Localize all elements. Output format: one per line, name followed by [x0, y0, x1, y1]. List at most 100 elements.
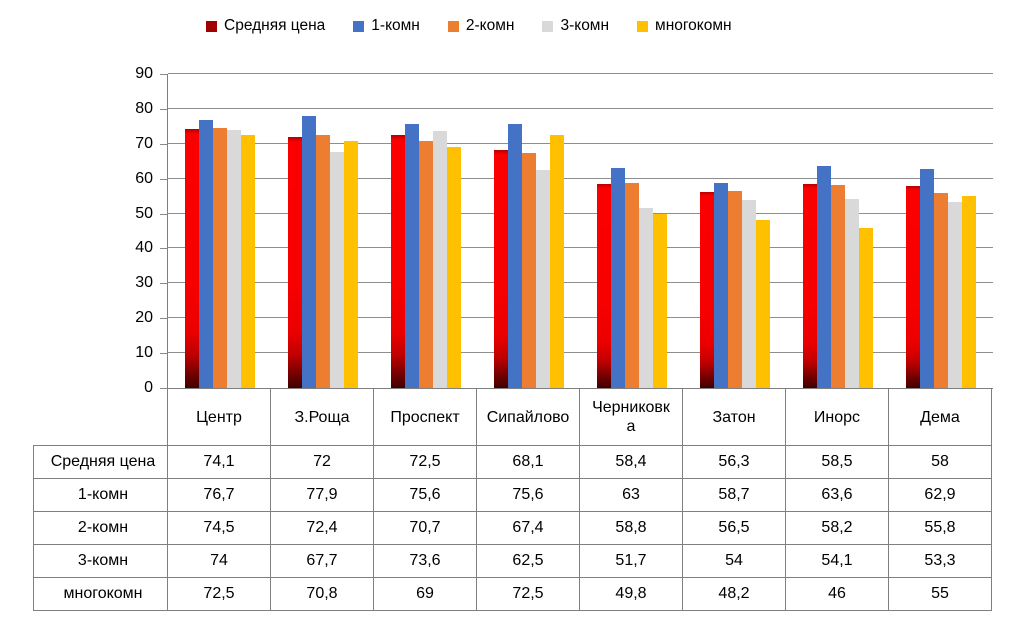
- legend-label: 1-комн: [371, 17, 420, 34]
- legend-label: многокомн: [655, 17, 732, 34]
- value-cell: 49,8: [579, 577, 683, 611]
- table-row: Средняя цена 74,1 72 72,5 68,1 58,4 56,3 58,5 58: [33, 445, 992, 479]
- bar: [404, 124, 419, 388]
- y-axis-tick-mark: [160, 388, 167, 389]
- value-cell: 75,6: [476, 478, 580, 512]
- table-row: 1-комн 76,7 77,9 75,6 75,6 63 58,7 63,6 62,9: [33, 478, 992, 512]
- y-axis-tick-mark: [160, 318, 167, 320]
- value-cell: 72,4: [270, 511, 374, 545]
- bar: [639, 208, 654, 388]
- value-cell: 67,7: [270, 544, 374, 578]
- gridline: [168, 213, 993, 214]
- bar-group: [477, 74, 580, 388]
- y-axis-label: 40: [135, 239, 153, 257]
- row-header-cell: 3-комн: [33, 544, 168, 578]
- value-cell: 69: [373, 577, 477, 611]
- table-corner-cell: [33, 389, 168, 446]
- value-cell: 63: [579, 478, 683, 512]
- gridline: [168, 73, 993, 74]
- bar: [549, 135, 564, 388]
- bar-group: [890, 74, 993, 388]
- value-cell: 46: [785, 577, 889, 611]
- y-axis-tick-mark: [160, 353, 167, 355]
- bar: [817, 166, 832, 388]
- legend-item: Средняя цена: [206, 15, 325, 37]
- value-cell: 58,2: [785, 511, 889, 545]
- bar: [906, 186, 921, 388]
- column-header-cell: Центр: [167, 389, 271, 446]
- bar: [329, 152, 344, 388]
- table-row: 3-комн 74 67,7 73,6 62,5 51,7 54 54,1 53,3: [33, 544, 992, 578]
- bar: [831, 185, 846, 388]
- bar: [212, 128, 227, 388]
- value-cell: 68,1: [476, 445, 580, 479]
- value-cell: 54,1: [785, 544, 889, 578]
- y-axis: 90 80 70 60 50 40 30 20 10 0: [0, 0, 153, 621]
- y-axis-label: 50: [135, 204, 153, 222]
- value-cell: 74,5: [167, 511, 271, 545]
- legend-item: 1-комн: [353, 15, 420, 37]
- column-header-cell: З.Роща: [270, 389, 374, 446]
- column-header-cell: Сипайлово: [476, 389, 580, 446]
- gridline: [168, 178, 993, 179]
- column-header-cell: Дема: [888, 389, 992, 446]
- value-cell: 55,8: [888, 511, 992, 545]
- bar: [962, 196, 977, 388]
- bar: [700, 192, 715, 388]
- y-axis-label: 10: [135, 344, 153, 362]
- column-header-cell: Черниковка: [579, 389, 683, 446]
- bar-series-area: [168, 74, 993, 388]
- value-cell: 72,5: [476, 577, 580, 611]
- bar: [301, 116, 316, 388]
- value-cell: 75,6: [373, 478, 477, 512]
- value-cell: 73,6: [373, 544, 477, 578]
- value-cell: 58: [888, 445, 992, 479]
- bar: [714, 183, 729, 388]
- bar: [728, 191, 743, 388]
- y-axis-label: 70: [135, 134, 153, 152]
- gridline: [168, 352, 993, 353]
- bar: [845, 199, 860, 388]
- value-cell: 58,8: [579, 511, 683, 545]
- y-axis-label: 20: [135, 309, 153, 327]
- bar: [920, 169, 935, 388]
- bar-group: [581, 74, 684, 388]
- y-axis-tick-mark: [160, 213, 167, 215]
- y-axis-label: 30: [135, 274, 153, 292]
- value-cell: 70,8: [270, 577, 374, 611]
- y-axis-tick-mark: [160, 74, 167, 75]
- bar: [198, 120, 213, 388]
- value-cell: 70,7: [373, 511, 477, 545]
- y-axis-label: 90: [135, 65, 153, 82]
- y-axis-tick-mark: [160, 143, 167, 145]
- bar-group: [374, 74, 477, 388]
- data-table: Центр З.Роща Проспект Сипайлово Черниковка За…: [33, 389, 992, 611]
- bar-group: [787, 74, 890, 388]
- y-axis-label: 0: [144, 379, 153, 396]
- y-axis-label: 60: [135, 169, 153, 187]
- bar: [240, 135, 255, 388]
- bar-group: [271, 74, 374, 388]
- table-row: 2-комн 74,5 72,4 70,7 67,4 58,8 56,5 58,2 55,8: [33, 511, 992, 545]
- table-header-row: Центр З.Роща Проспект Сипайлово Черниковка За…: [33, 389, 992, 446]
- bar: [756, 220, 771, 388]
- bar: [343, 141, 358, 388]
- gridline: [168, 143, 993, 144]
- data-table-body: Центр З.Роща Проспект Сипайлово Черниковка За…: [33, 389, 992, 611]
- legend-item: многокомн: [637, 15, 732, 37]
- column-header-cell: Затон: [682, 389, 786, 446]
- y-axis-tick-mark: [160, 283, 167, 285]
- gridline: [168, 282, 993, 283]
- legend-swatch-icon: [206, 20, 217, 32]
- bar: [315, 135, 330, 388]
- bar: [611, 168, 626, 388]
- y-axis-tick-mark: [160, 178, 167, 180]
- value-cell: 72,5: [373, 445, 477, 479]
- bar: [493, 150, 508, 388]
- legend: Средняя цена 1-комн 2-комн 3-комн многокомн: [206, 15, 732, 37]
- row-header-cell: многокомн: [33, 577, 168, 611]
- legend-swatch-icon: [637, 20, 649, 32]
- table-row: многокомн 72,5 70,8 69 72,5 49,8 48,2 46 55: [33, 577, 992, 611]
- value-cell: 58,7: [682, 478, 786, 512]
- row-header-cell: 2-комн: [33, 511, 168, 545]
